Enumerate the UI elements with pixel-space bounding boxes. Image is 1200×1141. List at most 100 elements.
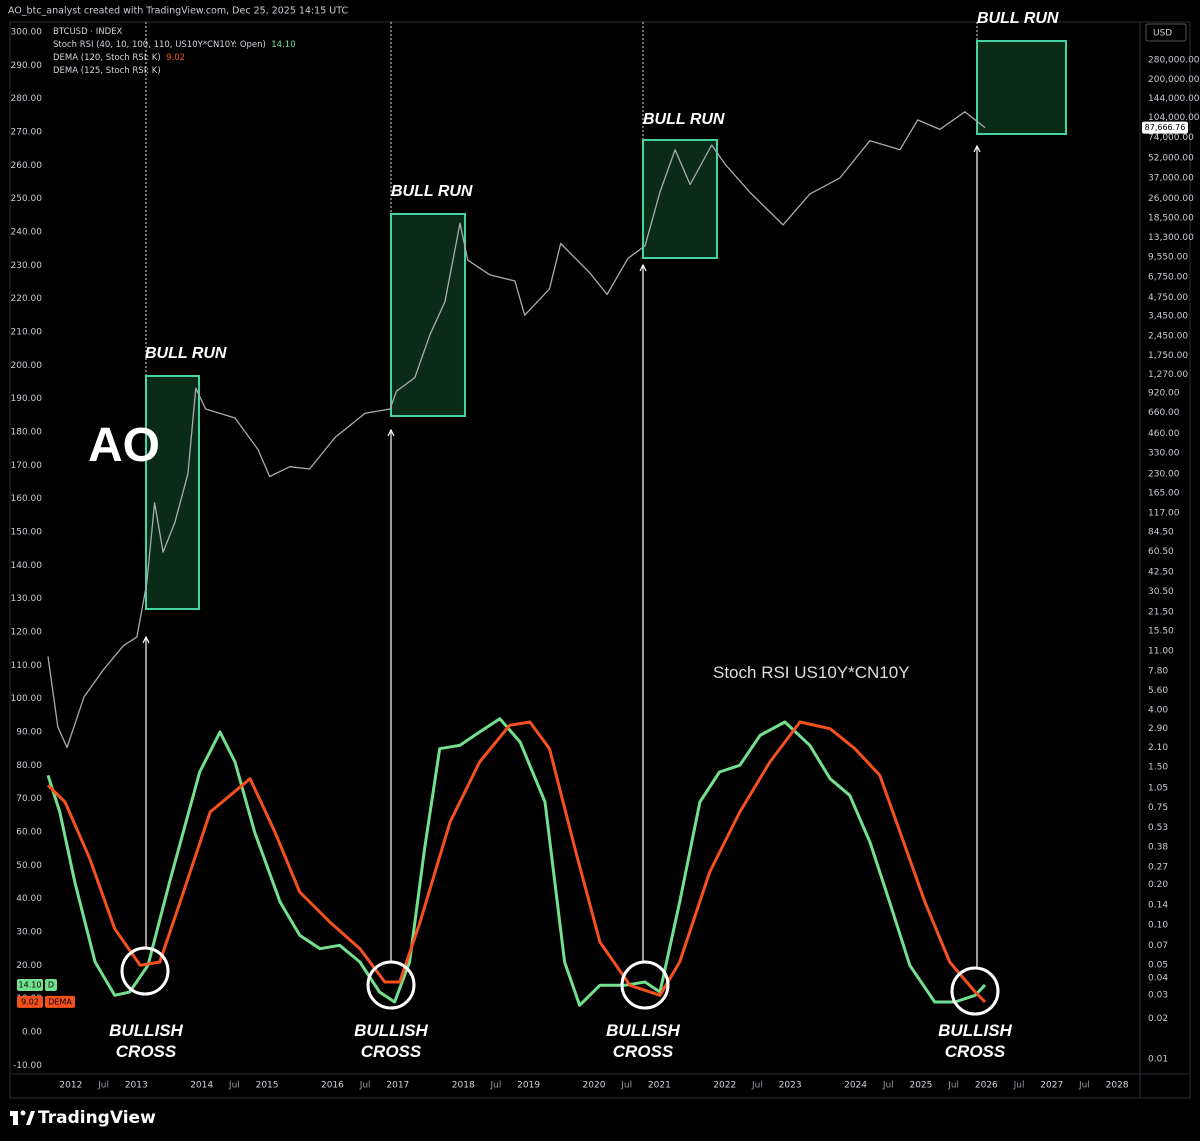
arrow-head — [973, 144, 981, 153]
series-tag-label: DEMA — [48, 997, 72, 1006]
y-tick-label: 30.00 — [16, 928, 42, 938]
y-tick-label: 270.00 — [11, 128, 43, 138]
last-value-label: 14.10 — [19, 981, 42, 990]
y2-tick-label: 60.50 — [1148, 547, 1174, 557]
bull-run-box — [976, 40, 1067, 135]
y-tick-label: 180.00 — [11, 428, 43, 438]
y2-tick-label: 0.20 — [1148, 880, 1168, 890]
y2-tick-label: 11.00 — [1148, 646, 1174, 656]
y-tick-label: 40.00 — [16, 894, 42, 904]
x-tick-label: 2018 — [452, 1081, 475, 1091]
legend-entry: BTCUSD · INDEX — [53, 27, 123, 37]
y2-tick-label: 1,270.00 — [1148, 370, 1188, 380]
y2-tick-label: 144,000.00 — [1148, 94, 1200, 104]
y2-tick-label: 0.10 — [1148, 920, 1168, 930]
price-line — [47, 111, 986, 749]
y2-tick-label: 1.05 — [1148, 783, 1168, 793]
y2-tick-label: 660.00 — [1148, 408, 1180, 418]
x-tick-label: Jul — [751, 1081, 763, 1091]
y2-tick-label: 15.50 — [1148, 627, 1174, 637]
y2-tick-label: 37,000.00 — [1148, 173, 1194, 183]
y2-tick-label: 9,550.00 — [1148, 252, 1188, 262]
y-tick-label: 220.00 — [11, 294, 43, 304]
x-tick-label: 2024 — [844, 1081, 867, 1091]
y2-tick-label: 74,000.00 — [1148, 133, 1194, 143]
y-tick-label: 60.00 — [16, 828, 42, 838]
bullish-cross-label: BULLISH CROSS — [938, 1021, 1012, 1061]
y-tick-label: 290.00 — [11, 61, 43, 71]
bull-run-label: BULL RUN — [391, 183, 473, 200]
y-tick-label: 300.00 — [11, 28, 43, 38]
cross-circle — [620, 960, 670, 1010]
y2-tick-label: 13,300.00 — [1148, 233, 1194, 243]
legend-entry: DEMA (125, Stoch RSI: K) — [53, 66, 161, 76]
x-tick-label: Jul — [97, 1081, 109, 1091]
x-tick-label: 2017 — [386, 1081, 409, 1091]
y-tick-label: 70.00 — [16, 794, 42, 804]
y-tick-label: 140.00 — [11, 561, 43, 571]
y-tick-label: 170.00 — [11, 461, 43, 471]
y2-tick-label: 0.07 — [1148, 941, 1168, 951]
y2-tick-label: 21.50 — [1148, 607, 1174, 617]
y-tick-label: 240.00 — [11, 228, 43, 238]
footer-brand: TradingView — [38, 1108, 156, 1128]
y-tick-label: 210.00 — [11, 328, 43, 338]
y2-tick-label: 460.00 — [1148, 429, 1180, 439]
y2-tick-label: 0.04 — [1148, 974, 1168, 984]
bullish-cross-label: BULLISH CROSS — [109, 1021, 183, 1061]
y2-tick-label: 18,500.00 — [1148, 214, 1194, 224]
x-tick-label: 2014 — [190, 1081, 213, 1091]
y2-tick-label: 117.00 — [1148, 509, 1180, 519]
x-tick-label: Jul — [359, 1081, 371, 1091]
y2-tick-label: 1.50 — [1148, 763, 1168, 773]
y2-tick-label: 280,000.00 — [1148, 55, 1200, 65]
y-tick-label: 80.00 — [16, 761, 42, 771]
y-tick-label: 120.00 — [11, 628, 43, 638]
last-value-tag — [17, 979, 43, 991]
y-tick-label: 250.00 — [11, 194, 43, 204]
y2-tick-label: 0.38 — [1148, 843, 1168, 853]
bull-run-box — [145, 375, 200, 610]
y2-tick-label: 0.05 — [1148, 961, 1168, 971]
x-tick-label: 2019 — [517, 1081, 540, 1091]
legend-entry: DEMA (120, Stoch RSI: K) — [53, 53, 161, 63]
x-tick-label: Jul — [947, 1081, 959, 1091]
bull-run-box — [642, 139, 718, 259]
y2-tick-label: 2,450.00 — [1148, 332, 1188, 342]
y2-tick-label: 1,750.00 — [1148, 351, 1188, 361]
y-tick-label: 150.00 — [11, 528, 43, 538]
x-tick-label: Jul — [228, 1081, 240, 1091]
legend-row: BTCUSD · INDEX — [53, 26, 296, 39]
x-tick-label: 2027 — [1040, 1081, 1063, 1091]
x-tick-label: 2022 — [713, 1081, 736, 1091]
legend-value: 14.10 — [271, 40, 296, 50]
y2-tick-label: 920.00 — [1148, 389, 1180, 399]
y-tick-label: 200.00 — [11, 361, 43, 371]
tradingview-logo — [10, 1110, 35, 1125]
indicator-line — [46, 720, 987, 1003]
y2-tick-label: 0.75 — [1148, 803, 1168, 813]
x-tick-label: Jul — [882, 1081, 894, 1091]
y2-tick-label: 2.90 — [1148, 724, 1168, 734]
currency-box[interactable] — [1145, 23, 1187, 42]
y-tick-label: -10.00 — [13, 1061, 42, 1071]
y-tick-label: 130.00 — [11, 594, 43, 604]
y2-tick-label: 330.00 — [1148, 448, 1180, 458]
y-tick-label: 260.00 — [11, 161, 43, 171]
x-tick-label: Jul — [1013, 1081, 1025, 1091]
x-tick-label: 2028 — [1106, 1081, 1129, 1091]
y2-tick-label: 26,000.00 — [1148, 194, 1194, 204]
chart-frame — [9, 21, 1191, 1099]
y2-tick-label: 0.02 — [1148, 1014, 1168, 1024]
indicator-line — [46, 717, 987, 1007]
y2-tick-label: 30.50 — [1148, 587, 1174, 597]
y2-tick-label: 5.60 — [1148, 686, 1168, 696]
y-tick-label: 160.00 — [11, 494, 43, 504]
plot: 300.00 290.00 280.00 270.00 260.00 250.00 240.… — [11, 22, 1200, 1091]
x-tick-label: 2026 — [975, 1081, 998, 1091]
y2-tick-label: 165.00 — [1148, 489, 1180, 499]
bull-run-label: BULL RUN — [977, 10, 1059, 27]
y2-tick-label: 104,000.00 — [1148, 113, 1200, 123]
